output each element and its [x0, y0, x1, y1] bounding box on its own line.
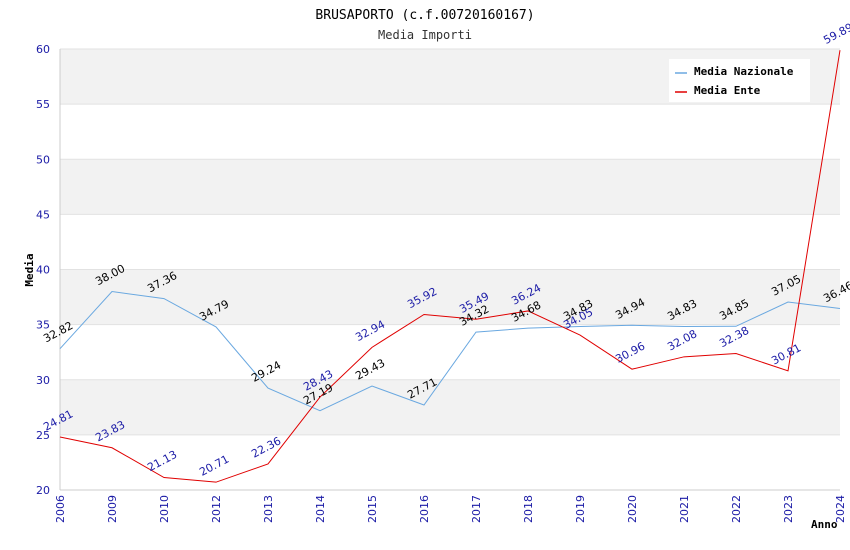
band	[60, 379, 840, 435]
band	[60, 214, 840, 270]
x-tick-label: 2019	[574, 495, 587, 523]
y-tick-label: 55	[36, 98, 50, 111]
y-tick-label: 30	[36, 374, 50, 387]
x-tick-label: 2020	[626, 495, 639, 523]
x-tick-label: 2012	[210, 495, 223, 523]
x-tick-label: 2006	[54, 495, 67, 523]
y-axis-label: Media	[23, 253, 36, 286]
x-axis-label: Anno	[811, 518, 838, 531]
y-tick-label: 40	[36, 264, 50, 277]
y-tick-label: 60	[36, 43, 50, 56]
series-line-media-nazionale	[59, 291, 841, 412]
y-tick-label: 20	[36, 484, 50, 497]
x-tick-label: 2015	[366, 495, 379, 523]
x-tick-label: 2010	[158, 495, 171, 523]
x-tick-label: 2009	[106, 495, 119, 523]
x-tick-label: 2024	[834, 495, 847, 523]
background-bands	[60, 49, 840, 490]
x-tick-label: 2023	[782, 495, 795, 523]
x-tick-label: 2022	[730, 495, 743, 523]
x-tick-label: 2021	[678, 495, 691, 523]
legend-label-media-nazionale: Media Nazionale	[694, 65, 794, 78]
y-tick-label: 35	[36, 319, 50, 332]
x-tick-labels: 2006 2009 2010 2012 2013 2014 2015 2016 2017 2018…	[54, 495, 847, 523]
data-label: 59.89	[821, 21, 850, 47]
x-tick-label: 2016	[418, 495, 431, 523]
chart-title: BRUSAPORTO (c.f.00720160167)	[315, 8, 534, 23]
x-tick-label: 2018	[522, 495, 535, 523]
band	[60, 434, 840, 490]
y-tick-label: 45	[36, 208, 50, 221]
band	[60, 159, 840, 215]
legend-box	[669, 59, 810, 102]
band	[60, 269, 840, 325]
chart-subtitle: Media Importi	[378, 28, 472, 42]
x-tick-label: 2017	[470, 495, 483, 523]
band	[60, 104, 840, 160]
y-tick-labels: 20 25 30 35 40 45 50 55 60	[36, 43, 50, 497]
legend-label-media-ente: Media Ente	[694, 84, 761, 97]
series-line-media-ente	[59, 50, 841, 483]
legend: Media Nazionale Media Ente	[669, 59, 810, 102]
x-tick-label: 2013	[262, 495, 275, 523]
y-tick-label: 50	[36, 153, 50, 166]
series-lines	[59, 50, 841, 483]
y-tick-label: 25	[36, 429, 50, 442]
band	[60, 324, 840, 380]
x-tick-label: 2014	[314, 495, 327, 523]
